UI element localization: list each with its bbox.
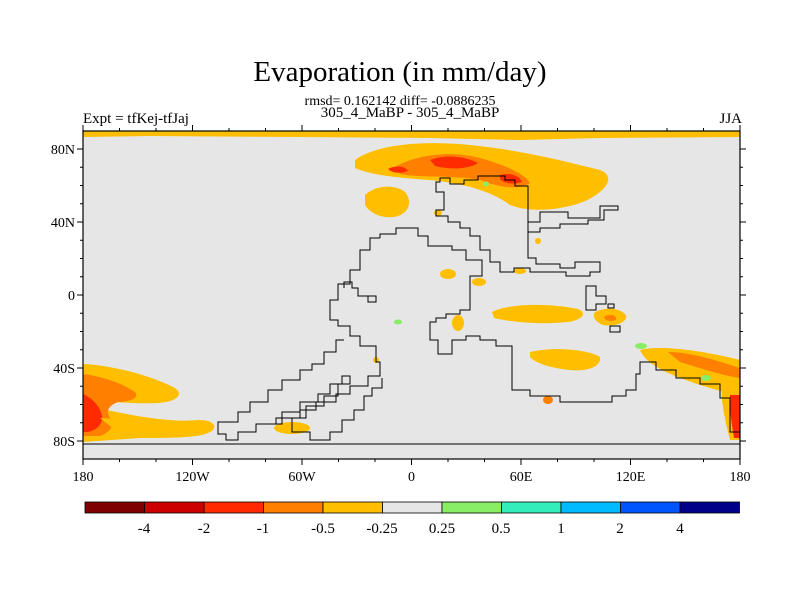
coastline-island bbox=[343, 281, 377, 303]
colorbar-box-9 bbox=[620, 501, 681, 514]
contour-southeast-band bbox=[640, 348, 740, 395]
colorbar-box-4 bbox=[322, 501, 383, 514]
coastline-island-east bbox=[585, 285, 607, 311]
contour-arctic-band bbox=[83, 131, 740, 140]
colorbar-label-8: 2 bbox=[616, 521, 624, 537]
contour-blob-7 bbox=[543, 396, 553, 404]
colorbar-label-3: -0.5 bbox=[311, 521, 335, 537]
contour-blob-2 bbox=[472, 278, 486, 286]
lat-label-40s: 40S bbox=[53, 362, 75, 377]
coastline-north-east bbox=[528, 205, 619, 233]
coastline-north-continent bbox=[435, 175, 601, 277]
lon-label-180e: 180 bbox=[730, 470, 751, 485]
contour-positive-4 bbox=[483, 181, 489, 187]
contour-sw-core bbox=[83, 394, 103, 432]
colorbar-box-1 bbox=[144, 501, 205, 514]
lon-label-120w: 120W bbox=[175, 470, 210, 485]
colorbar-label-4: -0.25 bbox=[366, 521, 397, 537]
contour-southeast-edge-inner bbox=[729, 395, 740, 438]
experiment-label: Expt = tfKej-tfJaj bbox=[83, 111, 189, 127]
lon-label-120e: 120E bbox=[616, 470, 646, 485]
lon-label-60e: 60E bbox=[510, 470, 533, 485]
colorbar-label-0: -4 bbox=[138, 521, 151, 537]
contour-blob-5 bbox=[434, 210, 442, 216]
colorbar-label-5: 0.25 bbox=[429, 521, 455, 537]
colorbar-labels: -4 -2 -1 -0.5 -0.25 0.25 0.5 1 2 4 bbox=[138, 521, 685, 537]
lat-label-80n: 80N bbox=[51, 143, 75, 158]
contour-positive-3 bbox=[701, 375, 711, 381]
contour-south-band bbox=[83, 442, 740, 459]
contour-southeast-inner bbox=[668, 352, 740, 378]
plot-subtitle: 305_4_MaBP - 305_4_MaBP bbox=[320, 105, 500, 121]
coastlines bbox=[83, 175, 741, 445]
colorbar bbox=[84, 501, 740, 514]
colorbar-label-7: 1 bbox=[557, 521, 565, 537]
map-background bbox=[83, 131, 740, 459]
lat-label-0: 0 bbox=[68, 289, 75, 304]
colorbar-label-1: -2 bbox=[198, 521, 211, 537]
contour-north-atlantic-core3 bbox=[388, 166, 408, 173]
coastline-island-tiny bbox=[607, 303, 615, 309]
coastline-gondwana bbox=[83, 227, 741, 445]
contour-tropical-band-1 bbox=[492, 304, 583, 324]
season-label: JJA bbox=[719, 111, 742, 127]
axis-ticks bbox=[77, 125, 746, 465]
colorbar-label-6: 0.5 bbox=[492, 521, 511, 537]
lat-label-80s: 80S bbox=[53, 435, 75, 450]
contour-blob-4 bbox=[452, 315, 464, 331]
contour-blob-6 bbox=[535, 238, 541, 244]
contour-positive-1 bbox=[394, 319, 402, 325]
contour-tropical-core bbox=[604, 314, 617, 321]
contour-north-atlantic-inner bbox=[395, 154, 530, 188]
contour-north-atlantic-core bbox=[430, 156, 478, 169]
contour-sw-band2 bbox=[100, 418, 215, 436]
contour-blob-3 bbox=[514, 268, 526, 274]
lon-label-180w: 180 bbox=[73, 470, 94, 485]
coastline-inner-ridge bbox=[268, 375, 383, 441]
contour-band-3 bbox=[530, 349, 601, 371]
colorbar-box-8 bbox=[560, 501, 621, 514]
colorbar-box-3 bbox=[263, 501, 324, 514]
colorbar-label-2: -1 bbox=[257, 521, 270, 537]
colorbar-box-6 bbox=[441, 501, 502, 514]
coastline-west-continent bbox=[217, 237, 381, 441]
contour-blob-1 bbox=[440, 269, 456, 279]
colorbar-box-7 bbox=[501, 501, 562, 514]
contour-positive-2 bbox=[635, 343, 647, 349]
coastline-island-east2 bbox=[609, 325, 621, 333]
colorbar-box-10 bbox=[679, 501, 740, 514]
colorbar-box-0 bbox=[84, 501, 145, 514]
lat-label-40n: 40N bbox=[51, 216, 75, 231]
colorbar-box-5 bbox=[382, 501, 443, 514]
plot-title: Evaporation (in mm/day) bbox=[253, 56, 547, 88]
stats-text: rmsd= 0.162142 diff= -0.0886235 bbox=[304, 94, 496, 109]
lon-label-60w: 60W bbox=[288, 470, 316, 485]
colorbar-label-9: 4 bbox=[676, 521, 684, 537]
colorbar-box-2 bbox=[203, 501, 264, 514]
lon-label-0: 0 bbox=[408, 470, 415, 485]
contour-blob-nw bbox=[365, 186, 410, 218]
